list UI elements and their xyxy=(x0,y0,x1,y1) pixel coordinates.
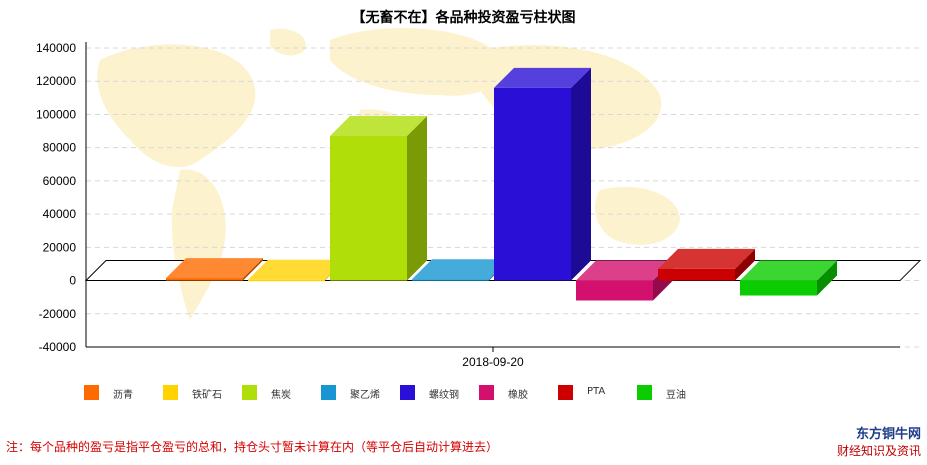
bar-豆油 xyxy=(740,260,837,296)
y-tick-label: 0 xyxy=(69,274,76,288)
y-tick-label: 140000 xyxy=(36,41,76,55)
bar-top xyxy=(576,260,673,281)
legend-label: PTA xyxy=(587,386,606,397)
map-region-0 xyxy=(97,44,256,168)
legend-swatch xyxy=(242,385,257,400)
legend-swatch xyxy=(321,385,336,400)
legend-swatch xyxy=(479,385,494,400)
bar-沥青 xyxy=(166,258,263,281)
brand-subtitle: 财经知识及资讯 xyxy=(836,444,921,458)
bar-side xyxy=(571,67,591,281)
bar-top xyxy=(494,67,591,88)
bar-front xyxy=(166,278,243,281)
chart-title: 【无畜不在】各品种投资盈亏柱状图 xyxy=(351,10,576,26)
y-tick-label: 20000 xyxy=(43,240,77,254)
y-tick-label: -20000 xyxy=(39,307,77,321)
bar-side xyxy=(817,260,837,296)
bar-side xyxy=(735,248,755,281)
bar-front xyxy=(740,280,817,296)
legend-swatch xyxy=(637,385,652,400)
legend-swatch xyxy=(163,385,178,400)
bar-front xyxy=(494,87,571,281)
legend-label: 豆油 xyxy=(666,390,686,401)
legend-swatch xyxy=(400,385,415,400)
brand-name: 东方铜牛网 xyxy=(855,427,921,442)
legend-label: 铁矿石 xyxy=(192,390,222,401)
y-tick-label: 100000 xyxy=(36,107,76,121)
footnote-text: 注：每个品种的盈亏是指平仓盈亏的总和，持仓头寸暂未计算在内（等平仓后自动计算进去… xyxy=(6,440,499,454)
y-tick-label: 60000 xyxy=(43,174,77,188)
bar-front xyxy=(330,136,407,281)
legend-swatch xyxy=(558,385,573,400)
bar-top xyxy=(412,259,509,280)
map-region-6 xyxy=(270,28,306,56)
bar-side xyxy=(243,258,263,281)
bar-焦炭 xyxy=(330,116,427,281)
legend-label: 聚乙烯 xyxy=(350,390,380,401)
legend-label: 焦炭 xyxy=(271,390,291,401)
y-tick-label: -40000 xyxy=(39,340,77,354)
map-region-5 xyxy=(595,186,680,245)
legend-label: 沥青 xyxy=(113,390,133,401)
y-tick-label: 120000 xyxy=(36,74,76,88)
bar-top xyxy=(248,259,345,280)
bar-side xyxy=(407,116,427,281)
bar-top xyxy=(166,258,263,279)
bar-螺纹钢 xyxy=(494,67,591,281)
map-region-2 xyxy=(330,28,506,96)
bar-top xyxy=(330,116,427,137)
bar-PTA xyxy=(658,248,755,281)
map-region-1 xyxy=(171,169,226,320)
bar-front xyxy=(576,280,653,301)
x-tick-label: 2018-09-20 xyxy=(462,355,524,369)
y-tick-label: 40000 xyxy=(43,207,77,221)
y-tick-label: 80000 xyxy=(43,141,77,155)
bar-front xyxy=(412,279,489,281)
bar-front xyxy=(658,268,735,281)
brand-logo: 东方铜牛网 财经知识及资讯 xyxy=(837,427,921,459)
legend-swatch xyxy=(84,385,99,400)
bar-top xyxy=(658,248,755,269)
legend-label: 橡胶 xyxy=(508,390,528,401)
bar-top xyxy=(740,260,837,281)
legend-label: 螺纹钢 xyxy=(429,390,459,401)
bar-front xyxy=(248,279,325,282)
